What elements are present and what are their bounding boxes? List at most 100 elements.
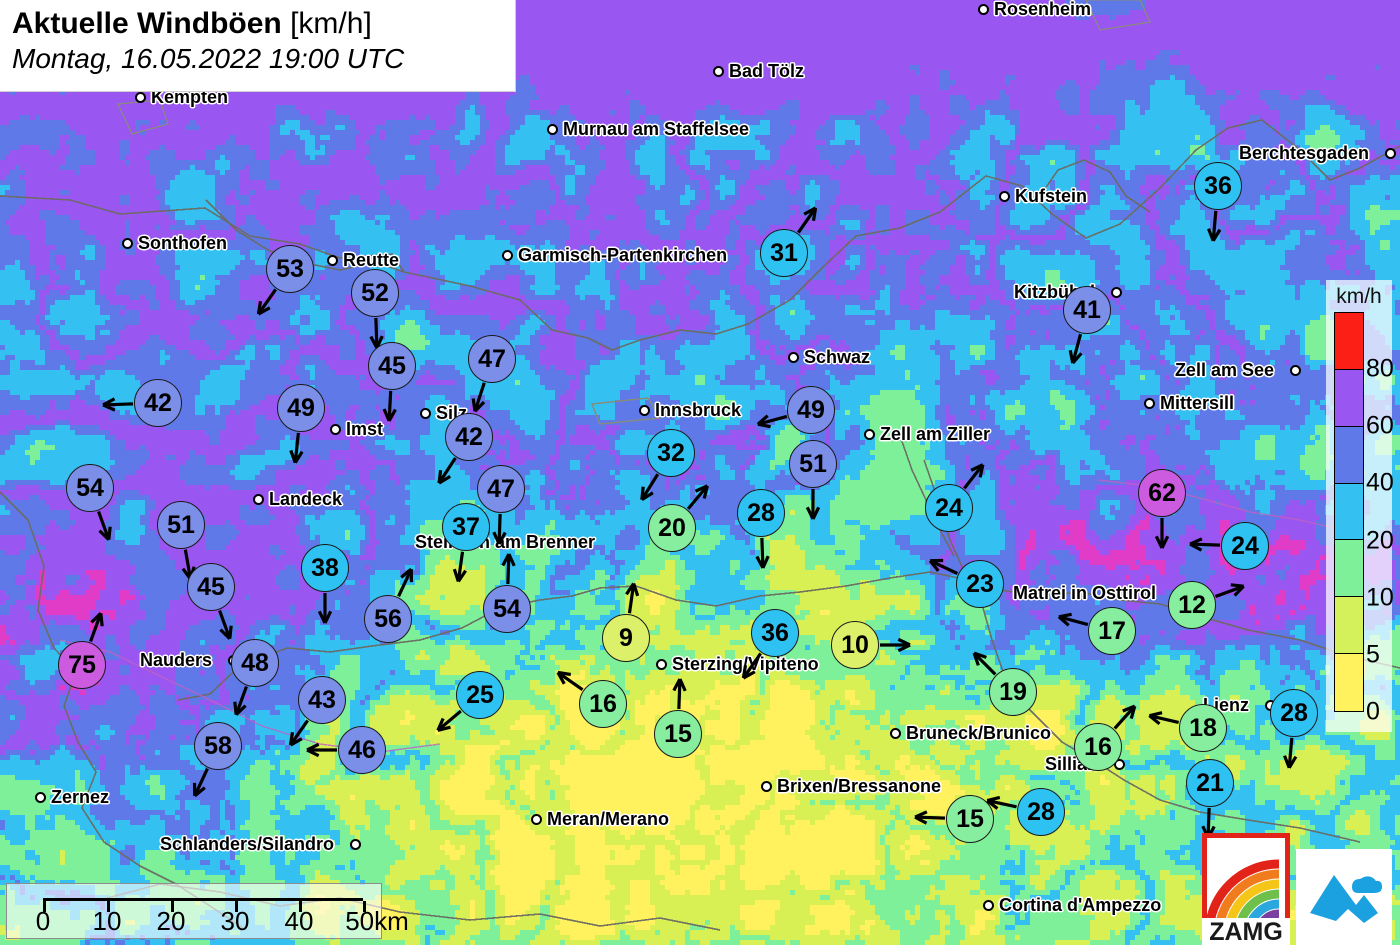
- scale-ruler: [43, 898, 366, 912]
- wind-speed-badge: 52: [351, 269, 399, 317]
- city-dot-icon: [1144, 398, 1155, 409]
- wind-speed-badge: 45: [368, 342, 416, 390]
- legend-tick-10: 10: [1366, 583, 1394, 612]
- city-dot-icon: [713, 66, 724, 77]
- title-timestamp: Montag, 16.05.2022 19:00 UTC: [12, 43, 405, 74]
- scale-tick: [363, 901, 366, 912]
- city-name: Berchtesgaden: [1238, 143, 1369, 163]
- wind-speed-badge: 24: [925, 484, 973, 532]
- wind-speed-badge: 54: [483, 585, 531, 633]
- city-dot-icon: [890, 728, 901, 739]
- city-name: Bruneck/Brunico: [906, 723, 1052, 743]
- legend-band-5-10: [1335, 597, 1363, 655]
- scale-label: 20: [156, 906, 186, 936]
- city-name: Imst: [346, 419, 384, 439]
- city-name: Steinach am Brenner: [415, 532, 596, 552]
- wind-speed-badge: 54: [66, 464, 114, 512]
- scale-bar: 0 10 20 30 40 50km: [6, 883, 409, 939]
- wind-speed-badge: 36: [751, 609, 799, 657]
- city-name: Cortina d'Ampezzo: [999, 895, 1162, 915]
- wind-speed-badge: 23: [956, 560, 1004, 608]
- wind-speed-badge: 41: [1063, 286, 1111, 334]
- wind-speed-badge: 51: [157, 501, 205, 549]
- wind-speed-badge: 51: [789, 440, 837, 488]
- scale-label: 0: [35, 906, 51, 936]
- legend-tick-0: 0: [1366, 697, 1380, 726]
- city-dot-icon: [1290, 365, 1301, 376]
- wind-speed-badge: 38: [301, 544, 349, 592]
- wind-speed-badge: 31: [760, 229, 808, 277]
- city-dot-icon: [547, 124, 558, 135]
- city-dot-icon: [983, 900, 994, 911]
- city-name: Kufstein: [1015, 186, 1087, 206]
- page-title: Aktuelle Windböen [km/h]: [12, 6, 505, 42]
- city-name: Reutte: [343, 250, 400, 270]
- wind-speed-badge: 75: [58, 641, 106, 689]
- wind-speed-badge: 45: [187, 563, 235, 611]
- city-dot-icon: [531, 814, 542, 825]
- wind-speed-badge: 15: [654, 710, 702, 758]
- wind-speed-badge: 58: [194, 722, 242, 770]
- color-legend: km/h 80 60 40 20 10 5 0: [1326, 280, 1394, 732]
- city-name: Matrei in Osttirol: [1012, 583, 1156, 603]
- city-name: Schwaz: [804, 347, 871, 367]
- scale-label: 40: [284, 906, 314, 936]
- scale-label: 10: [92, 906, 122, 936]
- city-name: Zell am See: [1174, 360, 1274, 380]
- city-name: Landeck: [269, 489, 343, 509]
- wind-speed-badge: 15: [946, 795, 994, 843]
- city-dot-icon: [864, 429, 875, 440]
- wind-speed-badge: 37: [442, 503, 490, 551]
- legend-color-bar: [1334, 312, 1364, 712]
- scale-tick: [235, 901, 238, 912]
- scale-tick-labels: 0 10 20 30 40 50km: [7, 906, 409, 936]
- city-dot-icon: [978, 4, 989, 15]
- legend-band-10-20: [1335, 540, 1363, 598]
- zamg-wordmark: ZAMG: [1202, 918, 1290, 945]
- scale-tick: [43, 901, 46, 912]
- city-name: Brixen/Bressanone: [777, 776, 942, 796]
- wind-speed-badge: 25: [456, 671, 504, 719]
- city-dot-icon: [1114, 759, 1125, 770]
- city-dot-icon: [761, 781, 772, 792]
- wind-speed-badge: 9: [602, 614, 650, 662]
- wind-speed-badge: 18: [1179, 704, 1227, 752]
- scale-tick: [299, 901, 302, 912]
- legend-band-0-5: [1335, 654, 1363, 711]
- wind-speed-badge: 43: [298, 676, 346, 724]
- city-dot-icon: [330, 424, 341, 435]
- legend-band-80-: [1335, 313, 1363, 370]
- wind-speed-badge: 36: [1194, 162, 1242, 210]
- wind-speed-badge: 16: [579, 680, 627, 728]
- wind-speed-badge: 24: [1221, 522, 1269, 570]
- city-dot-icon: [35, 792, 46, 803]
- city-dot-icon: [656, 659, 667, 670]
- wind-speed-badge: 46: [338, 726, 386, 774]
- mountain-chevron-icon: [1310, 875, 1382, 923]
- city-dot-icon: [350, 839, 361, 850]
- city-name: Bad Tölz: [729, 61, 804, 81]
- wind-speed-badge: 17: [1088, 607, 1136, 655]
- wind-speed-badge: 62: [1138, 469, 1186, 517]
- wind-speed-badge: 16: [1074, 723, 1122, 771]
- city-dot-icon: [122, 238, 133, 249]
- city-dot-icon: [135, 92, 146, 103]
- wind-speed-badge: 28: [1270, 689, 1318, 737]
- wind-speed-badge: 47: [477, 465, 525, 513]
- city-dot-icon: [327, 255, 338, 266]
- city-dot-icon: [502, 250, 513, 261]
- legend-tick-80: 80: [1366, 354, 1394, 383]
- wind-speed-badge: 19: [989, 668, 1037, 716]
- city-name: Sonthofen: [138, 233, 227, 253]
- wind-speed-badge: 28: [737, 489, 785, 537]
- city-dot-icon: [1111, 287, 1122, 298]
- city-dot-icon: [420, 408, 431, 419]
- wind-speed-badge: 48: [231, 639, 279, 687]
- title-main: Aktuelle Windböen: [12, 7, 282, 40]
- legend-tick-20: 20: [1366, 526, 1394, 555]
- city-name: Murnau am Staffelsee: [563, 119, 750, 139]
- city-name: Mittersill: [1160, 393, 1235, 413]
- legend-band-20-40: [1335, 483, 1363, 541]
